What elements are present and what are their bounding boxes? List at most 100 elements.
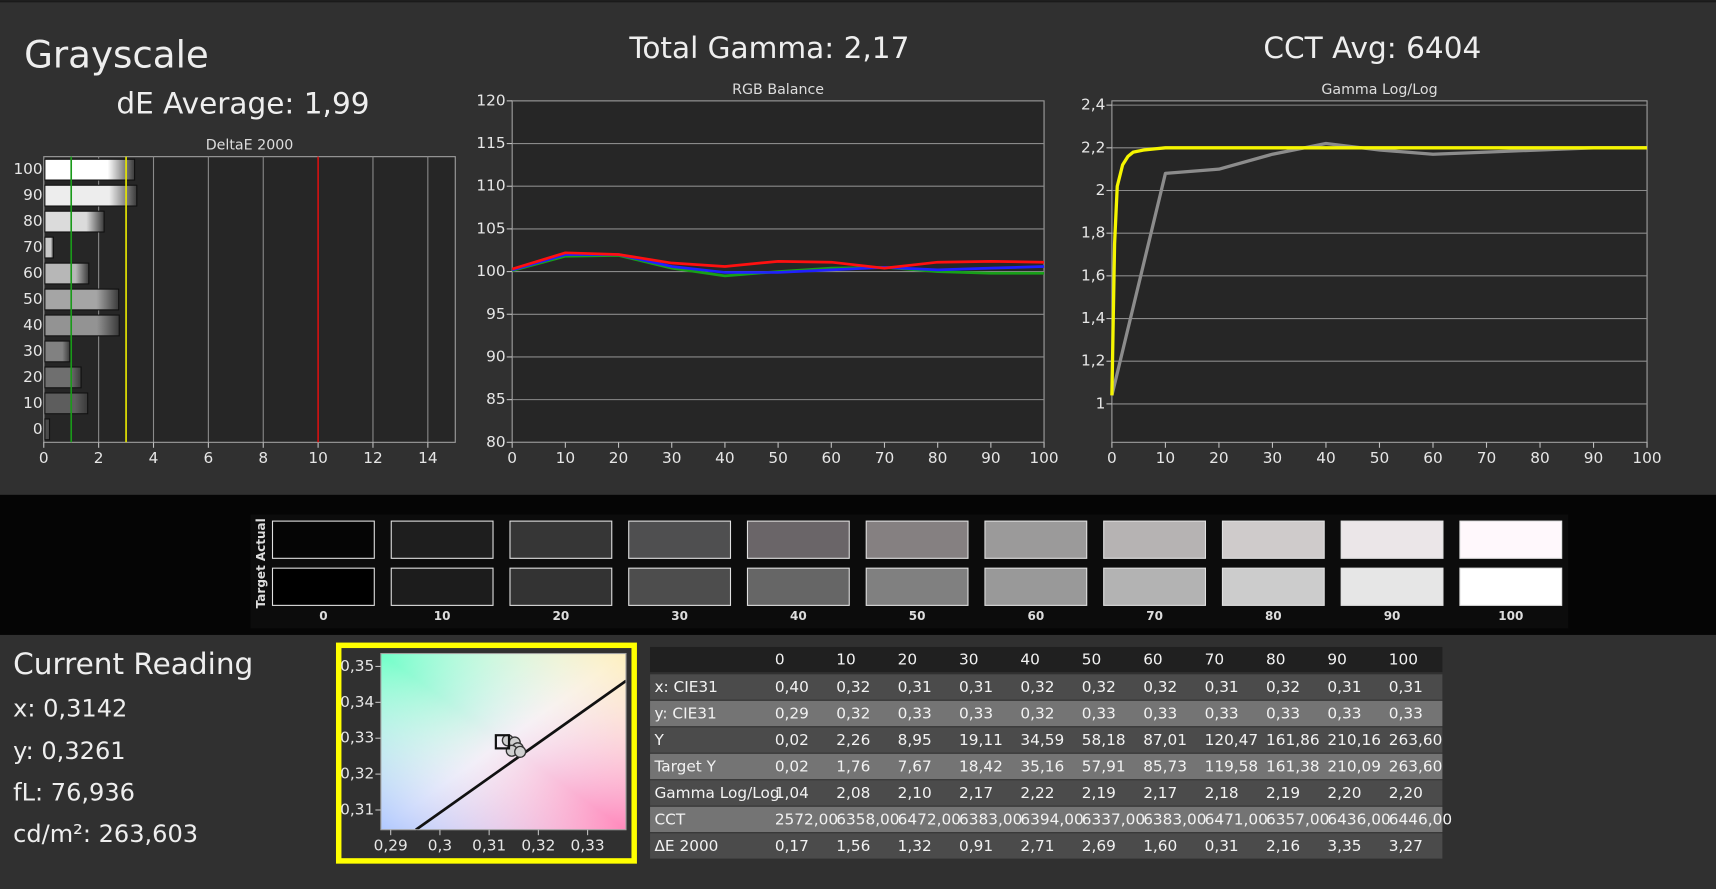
table-cell: 210,09 bbox=[1327, 758, 1381, 776]
table-cell: 120,47 bbox=[1205, 731, 1259, 749]
target-swatch bbox=[271, 567, 375, 606]
swatch-row-label: Target bbox=[254, 565, 268, 608]
table-cell: 6383,00 bbox=[959, 810, 1022, 828]
table-cell: 35,16 bbox=[1020, 758, 1064, 776]
target-swatch bbox=[984, 567, 1088, 606]
y-tick-label: 2,4 bbox=[1081, 96, 1105, 114]
row-label: Target Y bbox=[653, 758, 716, 776]
target-swatch bbox=[1103, 567, 1207, 606]
actual-swatch bbox=[509, 520, 613, 559]
row-label: CCT bbox=[654, 810, 685, 828]
x-tick-label: 14 bbox=[418, 449, 438, 467]
table-cell: 0,33 bbox=[898, 705, 932, 723]
table-cell: 0,33 bbox=[1266, 705, 1300, 723]
swatch-label: 10 bbox=[434, 609, 451, 623]
x-tick-label: 8 bbox=[258, 449, 268, 467]
table-cell: 1,32 bbox=[898, 837, 932, 855]
table-cell: 2,17 bbox=[1143, 784, 1177, 802]
table-header: 60 bbox=[1143, 651, 1163, 669]
y-tick-label: 40 bbox=[23, 316, 43, 334]
reading-luminance: cd/m²: 263,603 bbox=[13, 820, 198, 848]
table-cell: 57,91 bbox=[1082, 758, 1126, 776]
y-tick-label: 80 bbox=[486, 433, 506, 451]
y-tick-label: 90 bbox=[486, 347, 506, 365]
table-cell: 0,31 bbox=[1205, 837, 1239, 855]
table-cell: 0,32 bbox=[1020, 705, 1054, 723]
table-cell: 2572,00 bbox=[775, 810, 838, 828]
table-cell: 0,02 bbox=[775, 731, 809, 749]
table-cell: 0,02 bbox=[775, 758, 809, 776]
table-cell: 263,60 bbox=[1389, 731, 1443, 749]
table-cell: 2,19 bbox=[1082, 784, 1116, 802]
y-tick-label: 1,6 bbox=[1081, 266, 1105, 284]
bar bbox=[44, 184, 138, 207]
table-cell: 1,60 bbox=[1143, 837, 1177, 855]
x-tick-label: 40 bbox=[715, 449, 735, 467]
series-line bbox=[511, 251, 1045, 271]
reading-x: x: 0,3142 bbox=[13, 694, 127, 722]
y-tick-label: 2 bbox=[1096, 181, 1106, 199]
y-tick-label: 80 bbox=[23, 212, 43, 230]
table-cell: 2,22 bbox=[1020, 784, 1054, 802]
table-cell: 6357,00 bbox=[1266, 810, 1329, 828]
plot-area bbox=[380, 652, 627, 831]
de-average: dE Average: 1,99 bbox=[116, 87, 369, 121]
swatch-label: 90 bbox=[1384, 609, 1401, 623]
table-cell: 2,08 bbox=[836, 784, 870, 802]
bar bbox=[44, 236, 54, 259]
y-tick-label: 0 bbox=[33, 420, 43, 438]
x-tick-label: 0 bbox=[507, 449, 517, 467]
table-header: 0 bbox=[775, 651, 785, 669]
x-tick-label: 60 bbox=[822, 449, 842, 467]
target-swatch bbox=[1340, 567, 1444, 606]
table-cell: 6394,00 bbox=[1020, 810, 1083, 828]
bar bbox=[44, 418, 51, 441]
table-cell: 0,32 bbox=[1020, 678, 1054, 696]
table-cell: 0,33 bbox=[1143, 705, 1177, 723]
table-cell: 2,18 bbox=[1205, 784, 1239, 802]
table-cell: 19,11 bbox=[959, 731, 1003, 749]
table-cell: 263,60 bbox=[1389, 758, 1443, 776]
table-cell: 0,40 bbox=[775, 678, 809, 696]
row-label: x: CIE31 bbox=[654, 678, 717, 696]
table-cell: 2,17 bbox=[959, 784, 993, 802]
page-title: Grayscale bbox=[24, 33, 209, 77]
x-tick-label: 10 bbox=[308, 449, 328, 467]
bar bbox=[44, 210, 105, 233]
y-tick-label: 1,8 bbox=[1081, 224, 1105, 242]
actual-swatch bbox=[390, 520, 494, 559]
x-tick-label: 60 bbox=[1423, 449, 1443, 467]
actual-swatch bbox=[1459, 520, 1563, 559]
x-tick-label: 10 bbox=[1156, 449, 1176, 467]
x-tick-label: 100 bbox=[1632, 449, 1661, 467]
target-swatch bbox=[509, 567, 613, 606]
x-tick-label: 6 bbox=[203, 449, 213, 467]
table-row-bg bbox=[650, 727, 1443, 753]
actual-swatch bbox=[865, 520, 969, 559]
target-point bbox=[494, 734, 511, 750]
x-tick-label: 0,32 bbox=[521, 837, 555, 855]
row-label: Gamma Log/Log bbox=[654, 784, 779, 802]
table-cell: 87,01 bbox=[1143, 731, 1187, 749]
y-tick-label: 0,31 bbox=[340, 800, 374, 818]
swatch-label: 50 bbox=[909, 609, 926, 623]
table-cell: 6472,00 bbox=[898, 810, 961, 828]
table-cell: 8,95 bbox=[898, 731, 932, 749]
swatch-label: 100 bbox=[1498, 609, 1523, 623]
table-cell: 2,26 bbox=[836, 731, 870, 749]
actual-swatch bbox=[984, 520, 1088, 559]
target-swatch bbox=[1221, 567, 1325, 606]
table-cell: 85,73 bbox=[1143, 758, 1187, 776]
y-tick-label: 115 bbox=[476, 134, 505, 152]
table-cell: 161,38 bbox=[1266, 758, 1320, 776]
table-cell: 0,33 bbox=[1389, 705, 1423, 723]
y-tick-label: 105 bbox=[476, 219, 505, 237]
y-tick-label: 2,2 bbox=[1081, 138, 1105, 156]
swatch-label: 20 bbox=[553, 609, 570, 623]
x-tick-label: 70 bbox=[1477, 449, 1497, 467]
table-cell: 1,56 bbox=[836, 837, 870, 855]
table-header: 100 bbox=[1389, 651, 1418, 669]
table-cell: 2,69 bbox=[1082, 837, 1116, 855]
x-tick-label: 0,29 bbox=[374, 837, 408, 855]
